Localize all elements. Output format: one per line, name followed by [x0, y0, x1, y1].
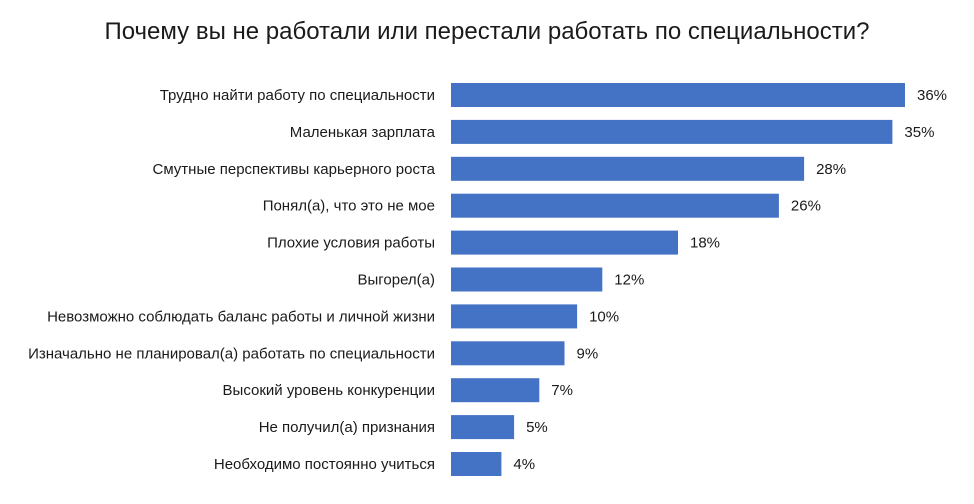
category-label: Понял(а), что это не мое: [263, 198, 435, 215]
bar: [451, 119, 893, 144]
bar: [451, 452, 502, 476]
category-label: Изначально не планировал(а) работать по …: [28, 345, 435, 362]
bars-group: [451, 83, 905, 476]
value-label: 18%: [690, 235, 720, 252]
value-label: 5%: [526, 419, 548, 436]
value-label: 12%: [614, 272, 644, 289]
bar: [451, 341, 565, 366]
category-label: Трудно найти работу по специальности: [160, 87, 435, 104]
category-label: Маленькая зарплата: [290, 124, 436, 141]
chart-title: Почему вы не работали или перестали рабо…: [104, 18, 870, 45]
bar: [451, 83, 905, 107]
value-label: 36%: [917, 87, 947, 104]
bar: [451, 415, 515, 440]
bar: [451, 193, 779, 218]
value-label: 7%: [551, 382, 573, 399]
value-labels-group: 36% 35% 28% 26% 18% 12% 10% 9% 7% 5% 4%: [513, 87, 947, 473]
bar: [451, 378, 540, 403]
bar: [451, 230, 678, 255]
category-label: Смутные перспективы карьерного роста: [152, 161, 435, 178]
bar: [451, 267, 603, 292]
category-label: Плохие условия работы: [267, 235, 435, 252]
bar: [451, 304, 578, 329]
category-label: Высокий уровень конкуренции: [223, 382, 435, 399]
category-labels-group: Трудно найти работу по специальности Мале…: [28, 87, 436, 473]
value-label: 26%: [791, 198, 821, 215]
category-label: Необходимо постоянно учиться: [214, 456, 435, 473]
value-label: 10%: [589, 308, 619, 325]
value-label: 35%: [904, 124, 934, 141]
category-label: Невозможно соблюдать баланс работы и лич…: [47, 308, 435, 325]
value-label: 4%: [513, 456, 535, 473]
value-label: 28%: [816, 161, 846, 178]
bar: [451, 156, 805, 181]
category-label: Выгорел(а): [357, 272, 435, 289]
category-label: Не получил(а) признания: [259, 419, 435, 436]
value-label: 9%: [577, 345, 599, 362]
